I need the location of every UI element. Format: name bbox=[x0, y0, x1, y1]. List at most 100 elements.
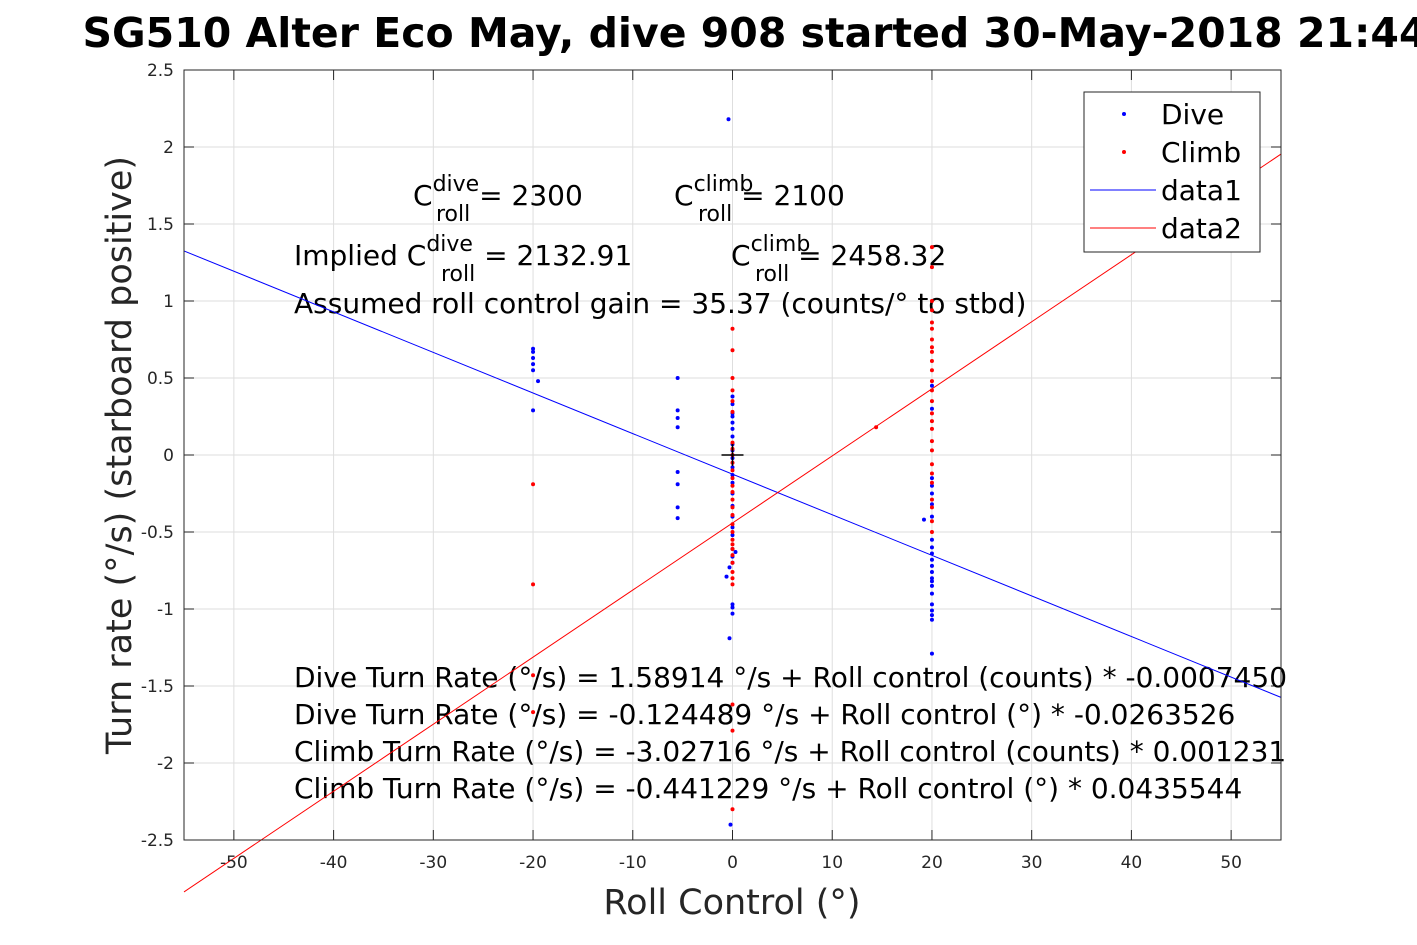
dive-point bbox=[728, 822, 733, 827]
climb-point bbox=[531, 482, 536, 487]
y-tick-label: 2 bbox=[163, 138, 174, 158]
climb-point bbox=[929, 299, 934, 303]
climb-point bbox=[730, 409, 735, 414]
legend-label-data1: data1 bbox=[1161, 174, 1242, 207]
y-tick-label: -2.5 bbox=[141, 831, 174, 851]
y-tick-label: -1 bbox=[157, 600, 174, 620]
climb-point bbox=[730, 326, 735, 331]
legend-label-climb: Climb bbox=[1161, 136, 1241, 169]
climb-point bbox=[929, 326, 934, 331]
climb-point bbox=[730, 537, 735, 542]
climb-point bbox=[730, 505, 735, 510]
x-tick-label: -20 bbox=[519, 853, 547, 873]
climb-point bbox=[730, 546, 735, 551]
implied-climb-label: Cclimb roll = 2458.32 bbox=[731, 232, 946, 287]
dive-point bbox=[531, 368, 536, 373]
roll-gain-label: Assumed roll control gain = 35.37 (count… bbox=[294, 287, 1026, 320]
x-tick-label: 40 bbox=[1121, 853, 1143, 873]
fit-climb-counts: Climb Turn Rate (°/s) = -3.02716 °/s + R… bbox=[294, 735, 1286, 768]
dive-point bbox=[675, 482, 680, 487]
climb-point bbox=[730, 560, 735, 565]
y-tick-labels: -2.5 -2 -1.5 -1 -0.5 0 0.5 1 1.5 2 2.5 bbox=[141, 61, 174, 851]
climb-point bbox=[531, 710, 536, 715]
climb-point bbox=[730, 483, 735, 488]
climb-point bbox=[730, 553, 735, 558]
climb-point bbox=[929, 439, 934, 444]
climb-point bbox=[929, 480, 934, 485]
legend: Dive Climb data1 data2 bbox=[1083, 91, 1261, 253]
dive-point bbox=[730, 402, 735, 407]
crosshair bbox=[721, 444, 744, 466]
dive-point bbox=[929, 551, 934, 556]
x-tick-label: 20 bbox=[921, 853, 943, 873]
y-tick-label: 2.5 bbox=[147, 61, 174, 81]
dive-point bbox=[730, 611, 735, 616]
dive-point bbox=[730, 605, 735, 610]
climb-point bbox=[929, 368, 934, 373]
dive-point bbox=[675, 376, 680, 380]
fit-climb-degrees: Climb Turn Rate (°/s) = -0.441229 °/s + … bbox=[294, 772, 1242, 805]
climb-point bbox=[929, 497, 934, 502]
dive-point bbox=[531, 349, 536, 354]
climb-point bbox=[929, 265, 934, 270]
climb-point bbox=[730, 388, 735, 393]
dive-point bbox=[929, 545, 934, 550]
dive-point bbox=[730, 473, 735, 478]
x-axis-label: Roll Control (°) bbox=[603, 883, 860, 923]
chart-title: SG510 Alter Eco May, dive 908 started 30… bbox=[83, 9, 1417, 57]
climb-point bbox=[730, 399, 735, 404]
climb-point bbox=[730, 576, 735, 581]
axes-box bbox=[183, 69, 1282, 841]
dive-point bbox=[730, 525, 735, 530]
dive-point bbox=[929, 483, 934, 488]
climb-point bbox=[929, 388, 934, 393]
dive-point bbox=[929, 476, 934, 481]
dive-point bbox=[929, 383, 934, 388]
fit-dive-counts: Dive Turn Rate (°/s) = 1.58914 °/s + Rol… bbox=[294, 661, 1287, 694]
climb-point bbox=[929, 448, 934, 453]
dive-point bbox=[727, 565, 732, 570]
y-tick-label: -0.5 bbox=[141, 523, 174, 543]
y-tick-label: 1.5 bbox=[147, 215, 174, 235]
climb-point bbox=[929, 245, 934, 250]
y-tick-label: -1.5 bbox=[141, 677, 174, 697]
dive-point bbox=[929, 563, 934, 568]
dive-point bbox=[531, 346, 536, 351]
climb-point bbox=[531, 582, 536, 587]
x-tick-labels: -50 -40 -30 -20 -10 0 10 20 30 40 50 bbox=[220, 853, 1242, 873]
climb-point bbox=[874, 425, 879, 430]
x-tick-label: 30 bbox=[1021, 853, 1043, 873]
climb-point bbox=[730, 348, 735, 353]
dive-point bbox=[929, 617, 934, 622]
x-tick-label: -40 bbox=[320, 853, 348, 873]
climb-point bbox=[730, 807, 735, 812]
dive-point bbox=[730, 426, 735, 431]
dive-point bbox=[675, 505, 680, 510]
climb-point bbox=[929, 320, 934, 325]
dive-point bbox=[929, 537, 934, 542]
dive-point bbox=[531, 362, 536, 367]
climb-point bbox=[730, 522, 735, 527]
climb-point bbox=[929, 345, 934, 350]
climb-point bbox=[730, 702, 735, 707]
dive-point bbox=[929, 406, 934, 411]
legend-label-dive: Dive bbox=[1161, 98, 1224, 131]
dive-point bbox=[724, 574, 729, 579]
x-tick-label: -10 bbox=[619, 853, 647, 873]
climb-point bbox=[929, 426, 934, 431]
climb-point bbox=[730, 476, 735, 481]
implied-dive-label: Implied Cdive roll = 2132.91 bbox=[294, 232, 632, 287]
c-dive-label: Cdive roll = 2300 bbox=[413, 172, 583, 227]
dive-point bbox=[929, 602, 934, 607]
climb-point bbox=[730, 513, 735, 518]
dive-point bbox=[675, 416, 680, 421]
dive-point bbox=[921, 517, 926, 522]
dive-point bbox=[730, 420, 735, 425]
climb-point bbox=[929, 399, 934, 404]
legend-items: Dive Climb data1 data2 bbox=[1090, 98, 1242, 245]
dive-point bbox=[929, 613, 934, 618]
climb-point bbox=[929, 530, 934, 534]
climb-point bbox=[730, 489, 735, 494]
dive-point bbox=[730, 602, 735, 607]
y-axis-label: Turn rate (°/s) (starboard positive) bbox=[100, 156, 140, 755]
